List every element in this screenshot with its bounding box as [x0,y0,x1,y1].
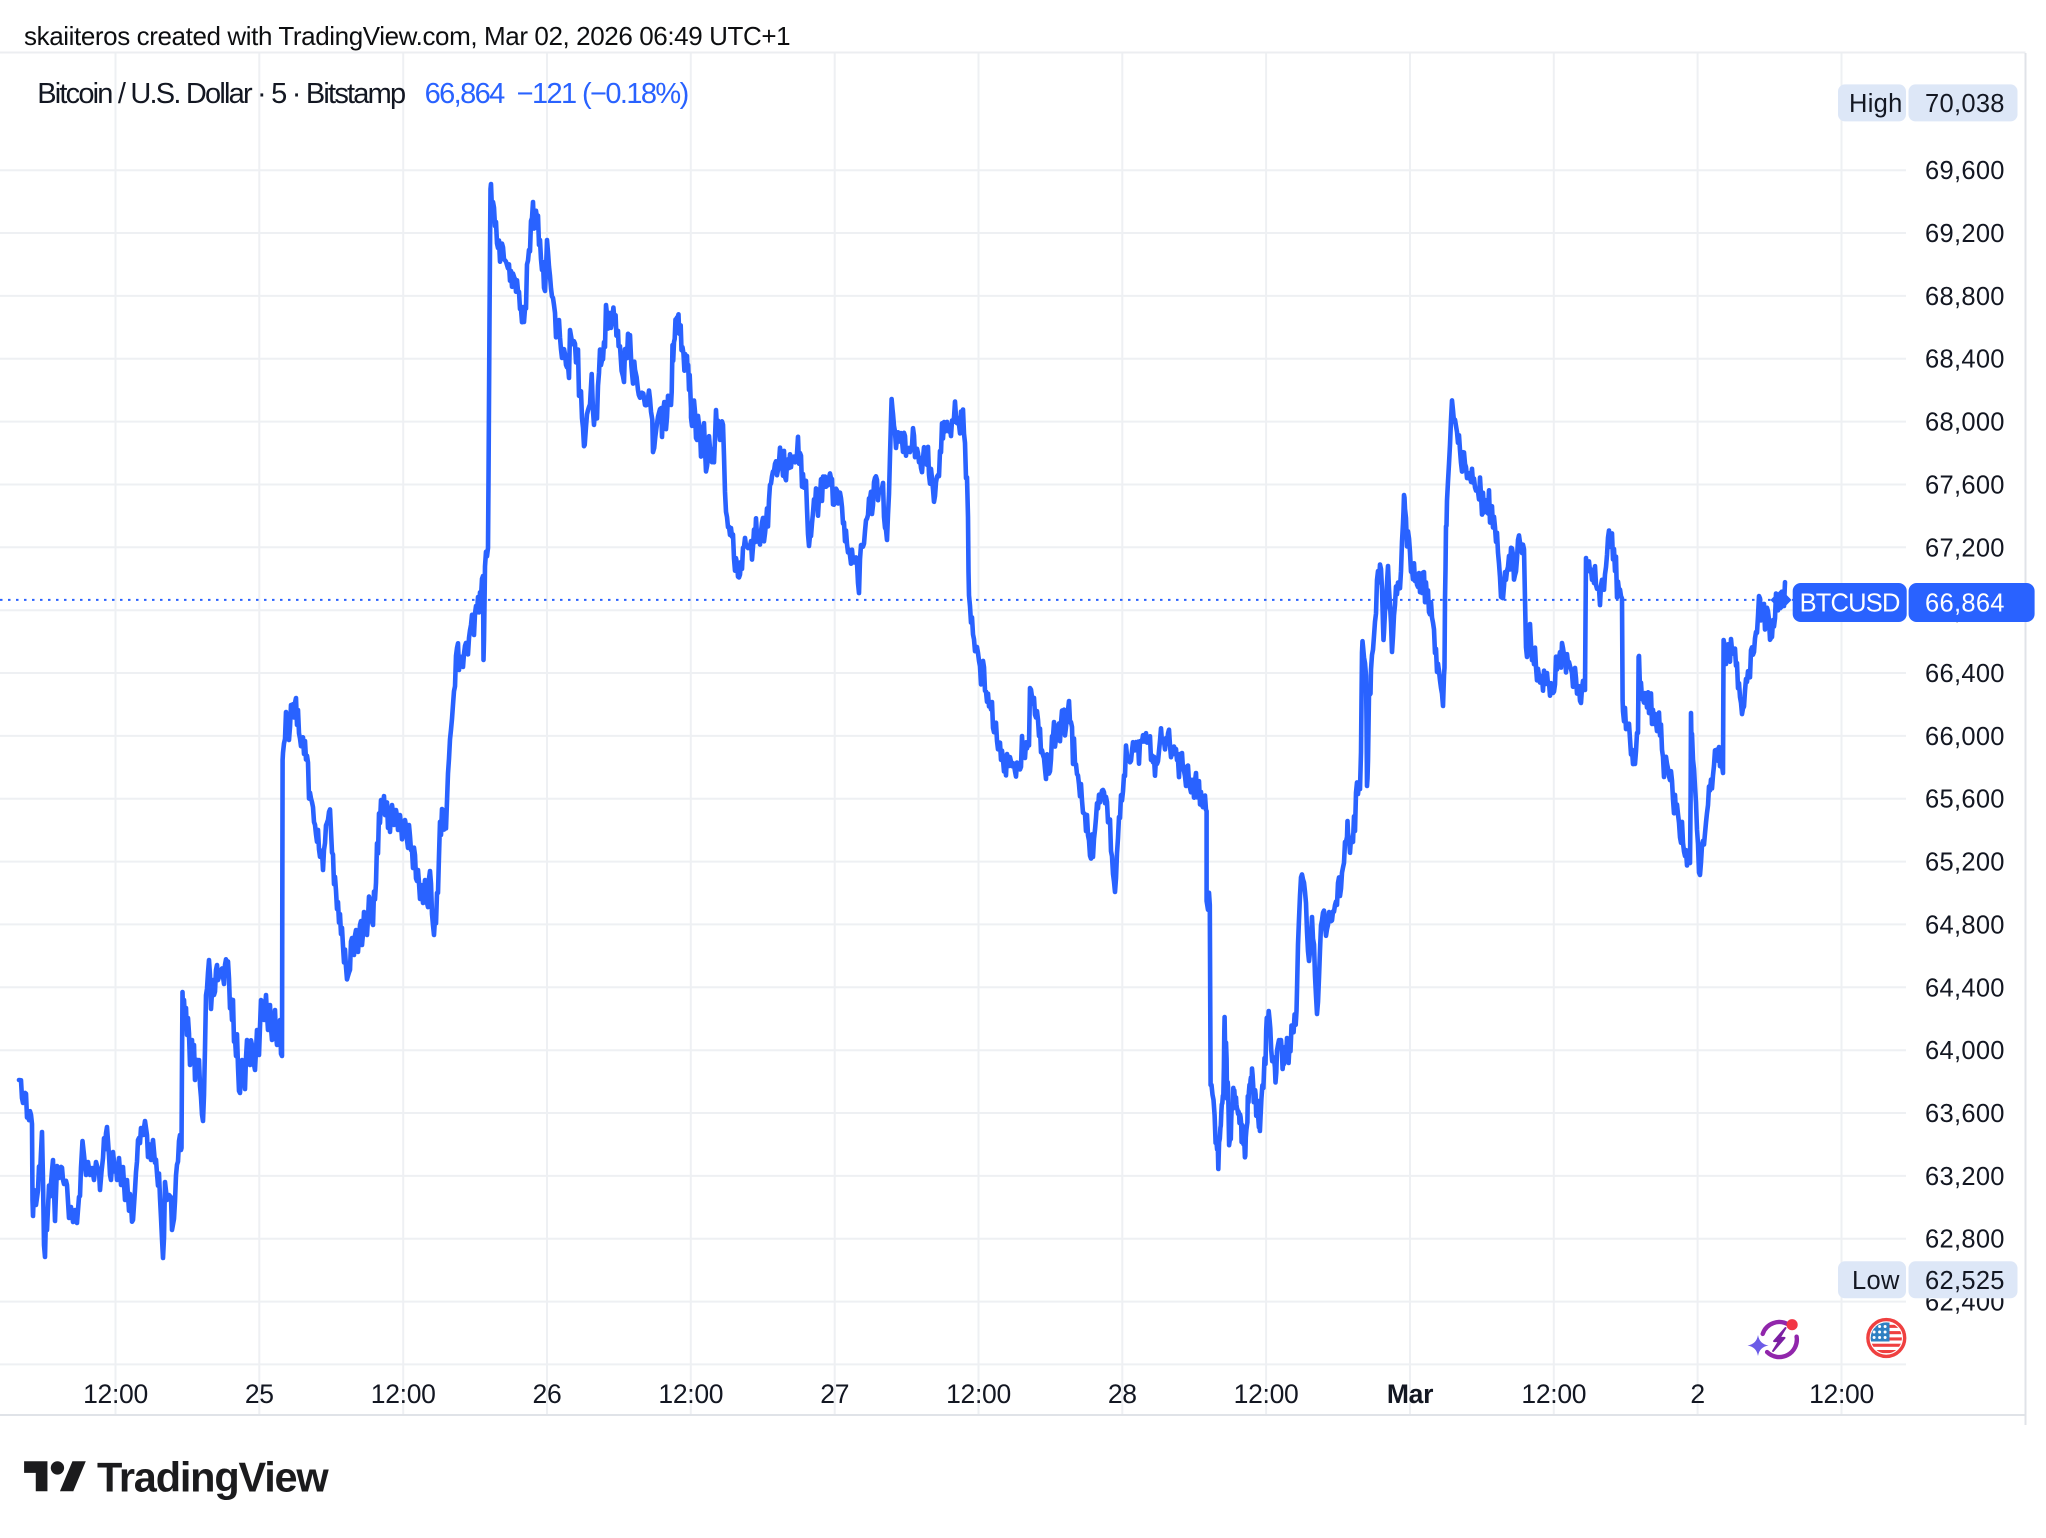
svg-text:12:00: 12:00 [946,1379,1011,1409]
svg-text:skaiiteros created with Tradin: skaiiteros created with TradingView.com,… [24,21,790,51]
svg-text:12:00: 12:00 [83,1379,148,1409]
svg-text:25: 25 [245,1379,274,1409]
svg-text:12:00: 12:00 [371,1379,436,1409]
svg-text:64,800: 64,800 [1925,911,2005,939]
svg-text:67,200: 67,200 [1925,534,2005,562]
svg-text:64,000: 64,000 [1925,1037,2005,1065]
svg-text:66,400: 66,400 [1925,660,2005,688]
svg-text:BTCUSD: BTCUSD [1800,590,1900,618]
svg-text:Low: Low [1852,1267,1900,1295]
svg-text:62,800: 62,800 [1925,1226,2005,1254]
svg-text:66,000: 66,000 [1925,723,2005,751]
svg-text:12:00: 12:00 [1521,1379,1586,1409]
svg-text:12:00: 12:00 [1234,1379,1299,1409]
svg-text:68,400: 68,400 [1925,346,2005,374]
svg-text:66,864 −121 (−0.18%): 66,864 −121 (−0.18%) [425,78,688,110]
svg-text:69,200: 69,200 [1925,220,2005,248]
svg-text:65,600: 65,600 [1925,786,2005,814]
svg-text:68,800: 68,800 [1925,283,2005,311]
svg-text:63,600: 63,600 [1925,1100,2005,1128]
svg-text:12:00: 12:00 [658,1379,723,1409]
svg-text:12:00: 12:00 [1809,1379,1874,1409]
svg-text:65,200: 65,200 [1925,849,2005,877]
svg-text:26: 26 [533,1379,562,1409]
svg-text:Mar: Mar [1387,1379,1433,1409]
svg-text:High: High [1849,90,1903,118]
svg-text:70,038: 70,038 [1925,90,2005,118]
svg-text:TradingView: TradingView [97,1454,329,1501]
svg-text:62,525: 62,525 [1925,1267,2005,1295]
svg-text:64,400: 64,400 [1925,974,2005,1002]
svg-text:27: 27 [820,1379,849,1409]
svg-text:63,200: 63,200 [1925,1163,2005,1191]
svg-text:68,000: 68,000 [1925,409,2005,437]
svg-text:66,864: 66,864 [1925,590,2005,618]
svg-text:Bitcoin / U.S. Dollar · 5 · Bi: Bitcoin / U.S. Dollar · 5 · Bitstamp [37,78,405,110]
svg-text:28: 28 [1108,1379,1137,1409]
svg-text:69,600: 69,600 [1925,157,2005,185]
svg-text:2: 2 [1690,1379,1704,1409]
svg-text:67,600: 67,600 [1925,472,2005,500]
